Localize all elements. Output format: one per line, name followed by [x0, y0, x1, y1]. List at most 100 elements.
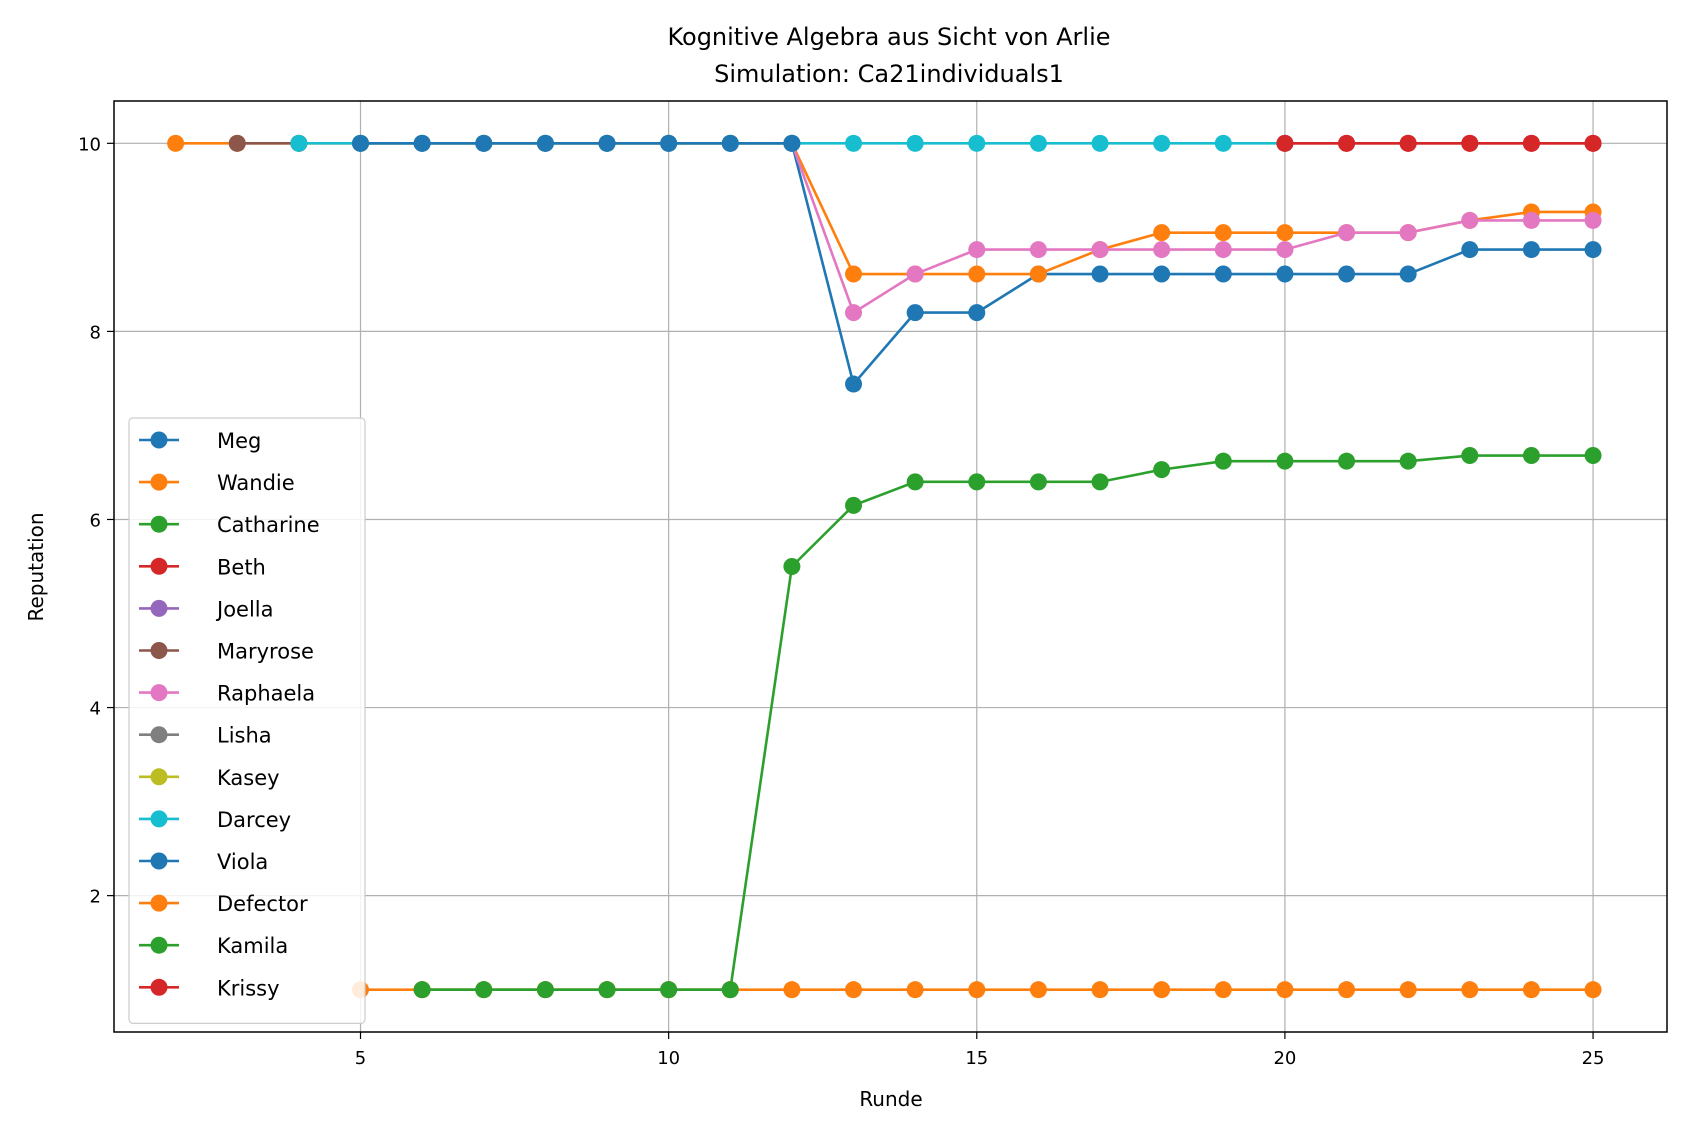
y-tick-label: 6	[90, 510, 101, 531]
data-point-defector	[1029, 981, 1047, 999]
legend-swatch-marker	[150, 810, 168, 828]
data-point-raphaela	[1153, 241, 1171, 259]
data-point-viola	[598, 134, 616, 152]
plot-frame	[113, 100, 1668, 1033]
legend-entry-maryrose: Maryrose	[139, 640, 314, 664]
data-point-krissy	[1584, 134, 1602, 152]
data-point-darcey	[1029, 134, 1047, 152]
legend-entry-darcey: Darcey	[139, 808, 291, 832]
data-point-krissy	[1399, 134, 1417, 152]
data-point-viola	[536, 134, 554, 152]
data-point-viola	[721, 134, 739, 152]
legend-swatch-marker	[150, 599, 168, 617]
legend-entry-beth: Beth	[139, 555, 266, 579]
legend-entry-viola: Viola	[139, 850, 268, 874]
data-point-wandie	[167, 134, 185, 152]
data-point-darcey	[1214, 134, 1232, 152]
series-raphaela	[783, 134, 1602, 322]
chart-title: Kognitive Algebra aus Sicht von Arlie	[667, 23, 1110, 51]
series-kamila	[413, 981, 739, 999]
data-point-raphaela	[845, 304, 863, 322]
legend-entry-kamila: Kamila	[139, 934, 288, 958]
data-point-viola	[660, 134, 678, 152]
legend-label: Raphaela	[217, 682, 315, 706]
legend-label: Beth	[217, 555, 266, 579]
data-point-darcey	[1153, 134, 1171, 152]
legend-entry-wandie: Wandie	[139, 471, 295, 495]
data-point-catharine	[783, 558, 801, 575]
data-point-meg	[1338, 265, 1356, 283]
legend-label: Joella	[215, 597, 274, 621]
data-point-meg	[845, 375, 863, 393]
legend-label: Kasey	[217, 766, 280, 790]
data-point-defector	[968, 981, 986, 999]
series-viola	[352, 134, 801, 152]
data-point-krissy	[1522, 134, 1540, 152]
data-point-catharine	[906, 473, 924, 491]
data-point-meg	[1153, 265, 1171, 283]
data-point-catharine	[1338, 452, 1356, 470]
data-point-catharine	[1522, 447, 1540, 465]
data-point-raphaela	[1522, 211, 1540, 229]
data-point-catharine	[1461, 447, 1479, 465]
data-point-catharine	[1029, 473, 1047, 491]
series-line-raphaela	[790, 142, 1594, 314]
data-point-raphaela	[906, 265, 924, 283]
data-point-defector	[1584, 981, 1602, 999]
data-point-raphaela	[1029, 241, 1047, 259]
y-tick-label: 4	[90, 699, 101, 720]
legend-swatch-marker	[150, 936, 168, 954]
legend-label: Lisha	[217, 724, 272, 748]
series-line-wandie	[175, 142, 1594, 276]
data-point-defector	[845, 981, 863, 999]
data-point-wandie	[968, 265, 986, 283]
legend-entry-lisha: Lisha	[139, 724, 272, 748]
legend-label: Wandie	[217, 471, 295, 495]
legend-label: Krissy	[217, 976, 280, 1000]
legend-label: Darcey	[217, 808, 291, 832]
x-axis-label: Runde	[859, 1087, 922, 1111]
legend-label: Kamila	[217, 934, 288, 958]
data-point-darcey	[1091, 134, 1109, 152]
data-point-meg	[968, 304, 986, 322]
data-point-defector	[1153, 981, 1171, 999]
x-tick-label: 20	[1273, 1048, 1296, 1069]
legend-swatch-marker	[150, 431, 168, 449]
data-point-raphaela	[1584, 211, 1602, 229]
y-tick-label: 10	[78, 134, 101, 155]
chart-subtitle: Simulation: Ca21individuals1	[714, 60, 1064, 88]
legend-swatch-marker	[150, 894, 168, 912]
data-point-defector	[1091, 981, 1109, 999]
data-point-kamila	[475, 981, 493, 999]
legend-swatch-marker	[150, 515, 168, 533]
x-tick-label: 10	[657, 1048, 680, 1069]
data-point-kamila	[721, 981, 739, 999]
data-point-meg	[1214, 265, 1232, 283]
data-point-wandie	[1214, 224, 1232, 242]
x-tick-label: 15	[965, 1048, 988, 1069]
data-point-raphaela	[1214, 241, 1232, 259]
data-point-raphaela	[1399, 224, 1417, 242]
data-point-catharine	[968, 473, 986, 491]
data-point-krissy	[1338, 134, 1356, 152]
data-point-defector	[1276, 981, 1294, 999]
data-point-defector	[1214, 981, 1232, 999]
legend-entry-krissy: Krissy	[139, 976, 280, 1000]
axis-ticks: 5 10 15 20 25 2 4 6 8 10	[78, 134, 1604, 1069]
data-point-meg	[906, 304, 924, 322]
data-point-viola	[475, 134, 493, 152]
data-point-kamila	[660, 981, 678, 999]
series-line-catharine	[422, 454, 1594, 991]
legend-swatch-marker	[150, 473, 168, 491]
legend-label: Viola	[217, 850, 268, 874]
y-tick-label: 2	[90, 887, 101, 908]
data-point-defector	[1399, 981, 1417, 999]
data-point-raphaela	[1338, 224, 1356, 242]
legend-label: Catharine	[217, 513, 320, 537]
legend-entry-raphaela: Raphaela	[139, 682, 315, 706]
data-point-meg	[1461, 241, 1479, 259]
data-point-meg	[1584, 241, 1602, 259]
data-point-defector	[1522, 981, 1540, 999]
series-krissy	[1276, 134, 1602, 152]
